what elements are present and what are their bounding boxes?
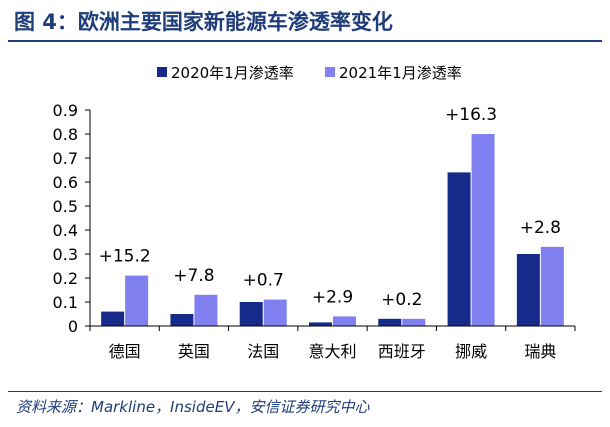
x-tick-label: 意大利 [308,342,356,361]
annotations: +15.2 +7.8 +0.7 +2.9 +0.2 +16.3 +2.8 [99,105,561,310]
bar-annotation: +7.8 [173,266,214,286]
bar-annotation: +2.8 [520,218,561,238]
x-axis: 德国 英国 法国 意大利 西班牙 挪威 瑞典 [89,325,576,361]
bar-annotation: +0.7 [243,271,284,291]
bar [333,316,356,326]
bar [540,246,564,326]
bar [170,314,194,326]
bar [239,302,263,326]
x-tick-label: 英国 [178,342,210,361]
y-tick-label: 0.9 [53,101,78,120]
y-tick-label: 0.5 [53,197,78,216]
y-tick-label: 0.4 [53,221,78,240]
bar [263,299,287,326]
y-tick-label: 0.3 [53,245,78,264]
y-tick-label: 0.2 [53,269,78,288]
bar [101,311,125,326]
legend-swatch [157,67,167,77]
bar-annotation: +16.3 [445,105,497,125]
y-tick-label: 0.1 [53,293,78,312]
bar-chart: 2020年1月渗透率 2021年1月渗透率 0 0.1 0.2 0.3 0.4 0.5 0.6… [53,64,576,361]
page-title: 图 4：欧洲主要国家新能源车渗透率变化 [14,10,393,34]
legend-swatch [325,67,335,77]
footer-divider [8,391,602,392]
y-tick-label: 0.7 [53,149,78,168]
bar [125,275,149,326]
y-axis: 0 0.1 0.2 0.3 0.4 0.5 0.6 0.7 0.8 0.9 [53,101,91,336]
title-divider [8,40,602,42]
bar [516,254,540,326]
bar-annotation: +2.9 [312,287,353,307]
x-tick-label: 德国 [109,342,141,361]
bar [447,172,471,326]
x-tick-label: 法国 [247,342,279,361]
chart-legend: 2020年1月渗透率 2021年1月渗透率 [157,64,462,82]
bar-series [101,134,564,326]
x-tick-label: 西班牙 [378,342,426,361]
y-tick-label: 0.6 [53,173,78,192]
legend-label: 2021年1月渗透率 [339,64,462,82]
bar-annotation: +15.2 [99,247,151,267]
bar [378,318,402,326]
y-tick-label: 0 [68,317,78,336]
bar-annotation: +0.2 [381,290,422,310]
bar [471,134,495,326]
x-tick-label: 瑞典 [524,342,556,361]
x-tick-label: 挪威 [455,342,487,361]
bar [194,294,218,326]
bar [402,318,426,326]
y-tick-label: 0.8 [53,125,78,144]
bar [309,322,332,326]
source-note: 资料来源：Markline，InsideEV，安信证券研究中心 [16,398,370,416]
legend-label: 2020年1月渗透率 [171,64,294,82]
